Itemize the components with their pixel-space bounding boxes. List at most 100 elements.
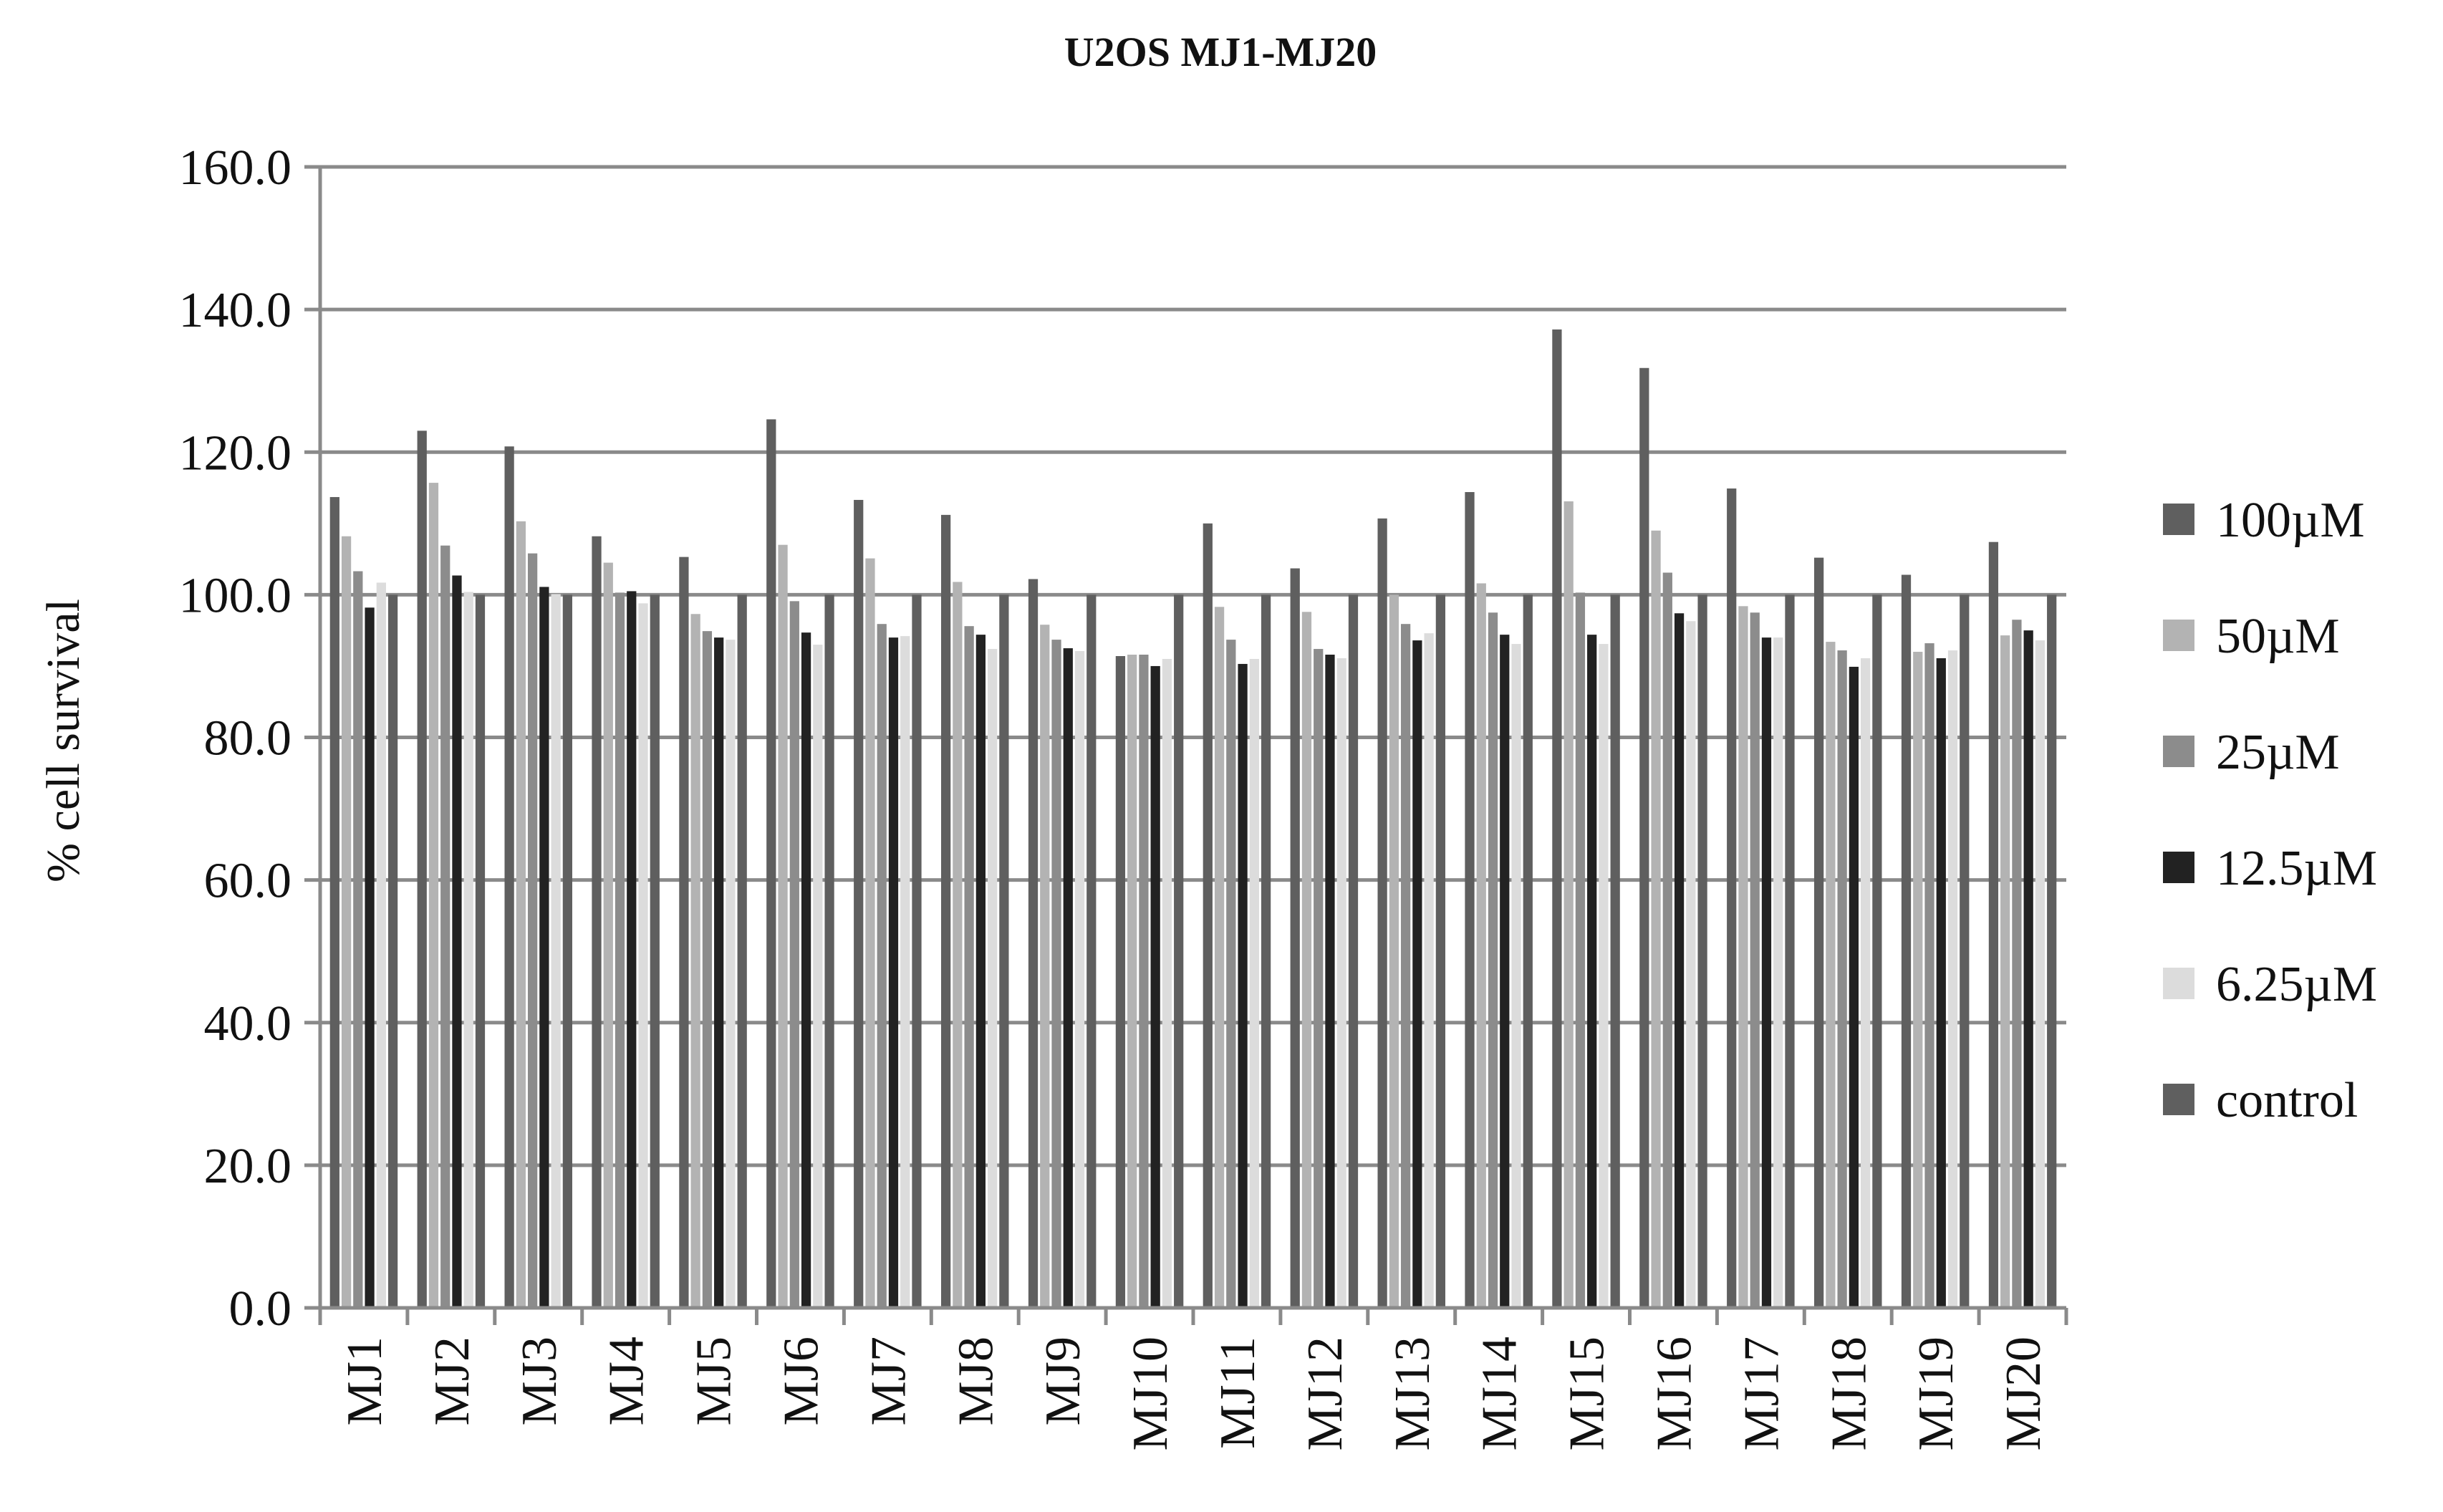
bar-mj16-s1 bbox=[1639, 367, 1649, 1308]
bar-mj20-s1 bbox=[1988, 541, 1999, 1308]
legend: 100µM 50µM 25µM 12.5µM 6.25µM control bbox=[2163, 493, 2377, 1128]
x-tick-label: MJ3 bbox=[512, 1337, 567, 1425]
bar-mj4-s5 bbox=[638, 603, 648, 1308]
bar-mj20-s4 bbox=[2023, 630, 2033, 1308]
y-tick-label: 80.0 bbox=[204, 711, 292, 766]
bar-mj17-s4 bbox=[1761, 637, 1772, 1308]
bar-mj19-s4 bbox=[1936, 658, 1946, 1308]
bar-mj10-s5 bbox=[1162, 658, 1172, 1308]
bar-mj19-s6 bbox=[1960, 594, 1970, 1308]
legend-swatch bbox=[2163, 504, 2194, 535]
bar-mj20-s5 bbox=[2035, 640, 2046, 1308]
bar-mj14-s5 bbox=[1511, 644, 1521, 1308]
bar-mj18-s6 bbox=[1872, 594, 1882, 1308]
bar-mj2-s1 bbox=[417, 430, 427, 1308]
bar-mj5-s4 bbox=[714, 637, 724, 1308]
bar-mj10-s1 bbox=[1115, 655, 1126, 1308]
bar-mj7-s6 bbox=[912, 594, 922, 1308]
bar-mj13-s4 bbox=[1412, 640, 1422, 1308]
x-tick-label: MJ18 bbox=[1821, 1337, 1876, 1450]
bar-mj5-s6 bbox=[737, 594, 747, 1308]
x-tick-label: MJ4 bbox=[599, 1337, 655, 1425]
legend-label: 6.25µM bbox=[2216, 957, 2377, 1012]
bar-mj10-s6 bbox=[1174, 594, 1184, 1308]
bar-mj6-s5 bbox=[813, 645, 823, 1308]
bar-mj14-s3 bbox=[1488, 612, 1498, 1308]
bar-mj3-s6 bbox=[562, 594, 573, 1308]
bar-mj4-s1 bbox=[592, 536, 602, 1308]
bar-mj12-s6 bbox=[1348, 594, 1359, 1308]
y-axis-title: % cell survival bbox=[37, 599, 90, 882]
bar-mj9-s1 bbox=[1028, 579, 1039, 1308]
bar-mj18-s5 bbox=[1861, 658, 1871, 1308]
bar-mj15-s6 bbox=[1610, 594, 1620, 1308]
bar-mj18-s1 bbox=[1813, 557, 1824, 1308]
legend-label: 12.5µM bbox=[2216, 841, 2377, 896]
bar-mj8-s1 bbox=[940, 514, 951, 1308]
bar-mj11-s6 bbox=[1261, 594, 1271, 1308]
bar-mj10-s3 bbox=[1139, 655, 1149, 1308]
bar-mj5-s2 bbox=[690, 614, 700, 1308]
legend-label: control bbox=[2216, 1073, 2358, 1128]
bar-mj4-s2 bbox=[603, 562, 613, 1308]
y-tick-label: 60.0 bbox=[204, 854, 292, 909]
bar-mj6-s6 bbox=[824, 594, 834, 1308]
bar-mj17-s3 bbox=[1750, 612, 1760, 1308]
bar-mj6-s4 bbox=[801, 632, 811, 1308]
bar-mj15-s1 bbox=[1552, 329, 1562, 1309]
bar-mj10-s4 bbox=[1150, 665, 1160, 1308]
bar-mj3-s5 bbox=[551, 594, 561, 1308]
bar-mj17-s5 bbox=[1773, 637, 1783, 1308]
bar-mj11-s4 bbox=[1238, 663, 1248, 1308]
y-tick-label: 0.0 bbox=[229, 1281, 292, 1337]
bar-mj14-s1 bbox=[1465, 492, 1475, 1308]
bar-mj17-s6 bbox=[1785, 594, 1795, 1308]
bar-mj13-s3 bbox=[1400, 624, 1411, 1308]
bar-mj15-s2 bbox=[1563, 501, 1574, 1308]
bar-mj19-s3 bbox=[1924, 643, 1934, 1308]
bar-mj2-s3 bbox=[440, 545, 450, 1308]
bar-mj4-s3 bbox=[615, 592, 625, 1308]
bar-mj18-s4 bbox=[1849, 666, 1859, 1308]
bar-mj19-s5 bbox=[1947, 650, 1958, 1308]
bar-mj16-s4 bbox=[1674, 613, 1685, 1308]
bar-mj1-s6 bbox=[387, 594, 398, 1308]
bars bbox=[329, 329, 2057, 1309]
x-tick-label: MJ19 bbox=[1909, 1337, 1964, 1450]
bar-mj20-s6 bbox=[2047, 594, 2057, 1308]
y-tick-label: 160.0 bbox=[179, 140, 292, 196]
bar-mj11-s3 bbox=[1226, 640, 1236, 1308]
bar-mj7-s4 bbox=[888, 637, 899, 1308]
bar-mj13-s5 bbox=[1424, 633, 1434, 1308]
bar-mj13-s2 bbox=[1389, 594, 1399, 1308]
legend-swatch bbox=[2163, 1084, 2194, 1115]
bar-mj16-s3 bbox=[1662, 572, 1672, 1308]
x-tick-label: MJ2 bbox=[425, 1337, 480, 1425]
bar-mj17-s2 bbox=[1738, 606, 1748, 1308]
bar-mj18-s3 bbox=[1837, 650, 1847, 1308]
bar-mj3-s3 bbox=[527, 553, 538, 1309]
x-tick-label: MJ12 bbox=[1298, 1337, 1353, 1450]
y-tick-label: 120.0 bbox=[179, 425, 292, 481]
y-tick-label: 40.0 bbox=[204, 996, 292, 1051]
bar-mj12-s3 bbox=[1314, 649, 1324, 1308]
x-tick-label: MJ1 bbox=[337, 1337, 392, 1425]
legend-label: 25µM bbox=[2216, 725, 2340, 780]
bar-mj8-s4 bbox=[975, 635, 986, 1308]
bar-mj15-s5 bbox=[1599, 644, 1609, 1308]
bar-mj12-s5 bbox=[1336, 658, 1346, 1308]
x-tick-label: MJ9 bbox=[1036, 1337, 1091, 1425]
bar-mj9-s2 bbox=[1040, 625, 1050, 1308]
bar-mj14-s6 bbox=[1523, 594, 1533, 1308]
bar-mj9-s3 bbox=[1051, 640, 1061, 1308]
bar-mj9-s5 bbox=[1074, 651, 1085, 1308]
x-tick-label: MJ7 bbox=[861, 1337, 916, 1425]
x-tick-label: MJ14 bbox=[1473, 1337, 1528, 1450]
bar-mj11-s5 bbox=[1249, 658, 1259, 1308]
bar-mj2-s6 bbox=[475, 594, 486, 1308]
bar-mj2-s2 bbox=[428, 483, 439, 1308]
bar-mj5-s1 bbox=[679, 557, 689, 1308]
bar-mj3-s1 bbox=[504, 446, 514, 1309]
bar-mj8-s3 bbox=[964, 626, 974, 1308]
